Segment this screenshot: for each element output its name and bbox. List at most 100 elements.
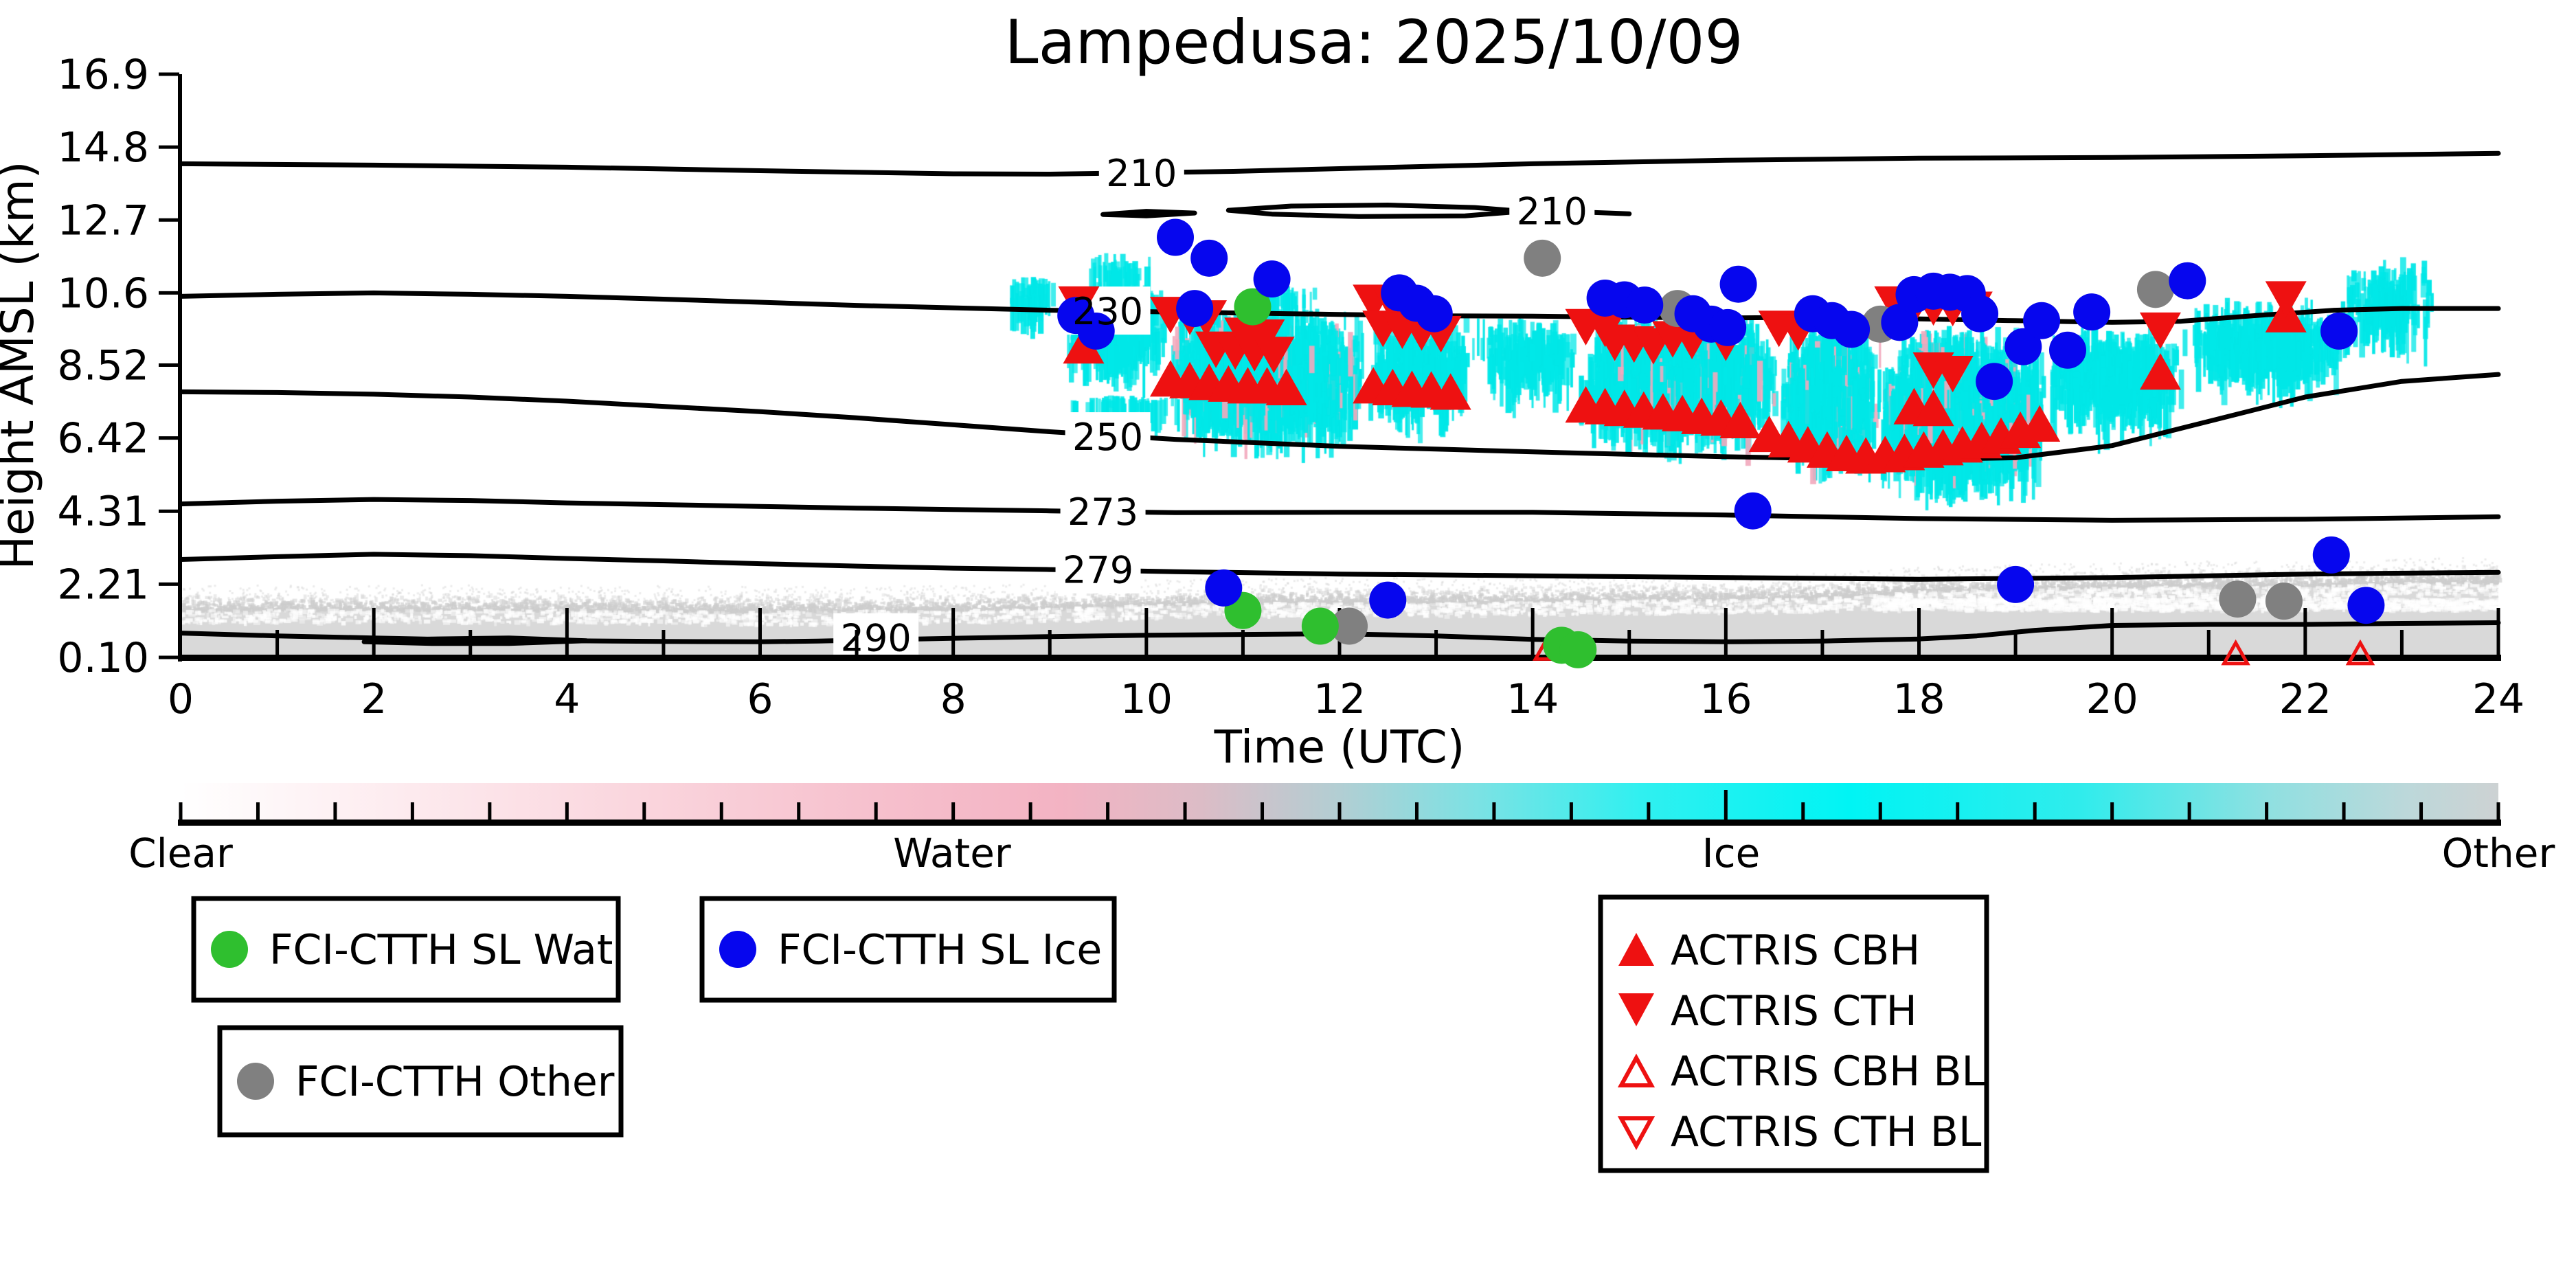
y-tick	[159, 72, 179, 76]
x-tick-label: 14	[1506, 675, 1559, 723]
legend-fci-other: FCI-CTTH Other	[217, 1025, 624, 1138]
contour-label: 250	[1072, 416, 1143, 459]
fci-ctth-sl-ice-marker	[1176, 290, 1214, 328]
cbh-marker	[2019, 405, 2061, 442]
legend-fci-wat-box	[191, 896, 621, 1003]
x-axis-label: Time (UTC)	[1214, 721, 1465, 773]
contour-label-box	[1509, 186, 1595, 235]
x-tick	[758, 608, 762, 657]
y-tick	[159, 509, 179, 513]
x-tick	[2496, 608, 2500, 657]
contour-label-box	[1098, 148, 1184, 197]
colorbar-tick	[874, 802, 878, 822]
fci-ctth-sl-wat-marker	[1234, 288, 1272, 326]
x-tick	[951, 608, 956, 657]
fci-ctth-sl-wat-marker	[1301, 607, 1339, 645]
fci-ctth-sl-ice-marker	[1881, 304, 1919, 341]
fci-ctth-sl-ice-marker	[1190, 239, 1228, 277]
cbh-bl-triangle-up-open-icon	[1617, 1053, 1656, 1087]
y-tick-label: 16.9	[57, 51, 149, 99]
colorbar-tick	[719, 802, 723, 822]
y-tick-label: 12.7	[57, 196, 149, 245]
x-tick	[1048, 630, 1052, 657]
contour-line-273	[178, 497, 2501, 523]
cbh-marker	[1063, 327, 1105, 364]
fci-ctth-sl-ice-marker	[2073, 293, 2111, 331]
colorbar-label-other: Other	[2442, 830, 2555, 877]
fci-ctth-sl-ice-marker	[1734, 492, 1772, 530]
y-axis-label: Height AMSL (km)	[0, 161, 44, 570]
legend-fci-wat: FCI-CTTH SL Wat	[191, 896, 621, 1003]
colorbar-tick	[2033, 802, 2037, 822]
x-tick-label: 18	[1893, 675, 1945, 723]
legend-fci-ice-label: FCI-CTTH SL Ice	[778, 926, 1102, 974]
contour-line-unlabeled	[1100, 209, 1197, 218]
colorbar-tick	[1724, 790, 1728, 822]
cbh-marker	[1430, 373, 1471, 410]
x-tick	[1530, 608, 1535, 657]
fci-ctth-other-marker	[1524, 239, 1561, 277]
colorbar-tick	[1414, 802, 1419, 822]
fci-ctth-sl-ice-marker	[2004, 328, 2042, 365]
fci-ctth-other-marker	[2136, 271, 2174, 308]
contour-label-box	[833, 613, 919, 662]
contour-line-unlabeled	[1588, 210, 1632, 216]
ice-circle-marker-icon	[719, 931, 756, 968]
y-tick	[159, 363, 179, 367]
cbh-marker	[1912, 389, 1954, 427]
colorbar-tick	[2419, 802, 2424, 822]
x-tick	[2303, 608, 2307, 657]
x-tick	[662, 630, 666, 657]
y-tick	[159, 145, 179, 149]
contour-lines	[178, 150, 2501, 646]
fci-ctth-sl-ice-marker	[1369, 581, 1407, 619]
x-tick	[855, 630, 859, 657]
cth-marker	[2139, 312, 2181, 349]
fci-ctth-other-marker	[2265, 583, 2303, 620]
fci-ctth-other-marker	[2219, 580, 2257, 618]
fci-ctth-sl-ice-marker	[1077, 312, 1115, 350]
contour-line-unlabeled	[361, 635, 589, 646]
colorbar-tick	[1261, 802, 1265, 822]
legend-fci-ice: FCI-CTTH SL Ice	[699, 896, 1117, 1003]
other-circle-marker-icon	[237, 1063, 274, 1100]
legend-actris-cth-bl-label: ACTRIS CTH BL	[1671, 1108, 1982, 1156]
contour-label: 290	[841, 617, 912, 660]
y-tick-label: 0.10	[57, 634, 149, 682]
x-tick-label: 0	[168, 675, 194, 723]
x-tick	[275, 630, 280, 657]
colorbar-tick	[256, 802, 260, 822]
y-tick-label: 2.21	[57, 561, 149, 609]
colorbar-tick	[1106, 802, 1110, 822]
x-tick	[1820, 630, 1824, 657]
colorbar-tick	[2187, 802, 2191, 822]
colorbar-tick	[410, 802, 414, 822]
cbh-marker	[1265, 368, 1307, 405]
colorbar: Clear Water Ice Other	[128, 783, 2555, 877]
colorbar-tick	[951, 802, 956, 822]
contour-line-279	[178, 552, 2501, 582]
cbh-marker	[1719, 401, 1761, 438]
colorbar-tick	[2342, 802, 2346, 822]
y-tick-label: 10.6	[57, 269, 149, 317]
markers	[1057, 218, 2385, 668]
colorbar-tick	[1956, 802, 1960, 822]
fci-ctth-sl-ice-marker	[1709, 308, 1747, 346]
colorbar-label-clear: Clear	[128, 830, 233, 877]
colorbar-tick	[1647, 802, 1651, 822]
colorbar-label-water: Water	[893, 830, 1011, 877]
fci-ctth-sl-ice-marker	[2169, 262, 2206, 300]
colorbar-tick	[488, 802, 492, 822]
fci-ctth-sl-ice-marker	[2048, 331, 2086, 369]
fci-ctth-sl-ice-marker	[1253, 260, 1291, 298]
colorbar-tick	[1028, 802, 1032, 822]
contour-label-box	[1065, 412, 1151, 461]
x-tick	[372, 608, 376, 657]
legend-fci-other-box	[217, 1025, 624, 1138]
x-tick	[1724, 608, 1728, 657]
x-tick-label: 6	[747, 675, 773, 723]
x-tick	[2013, 630, 2018, 657]
fci-ctth-sl-ice-marker	[2023, 302, 2061, 339]
